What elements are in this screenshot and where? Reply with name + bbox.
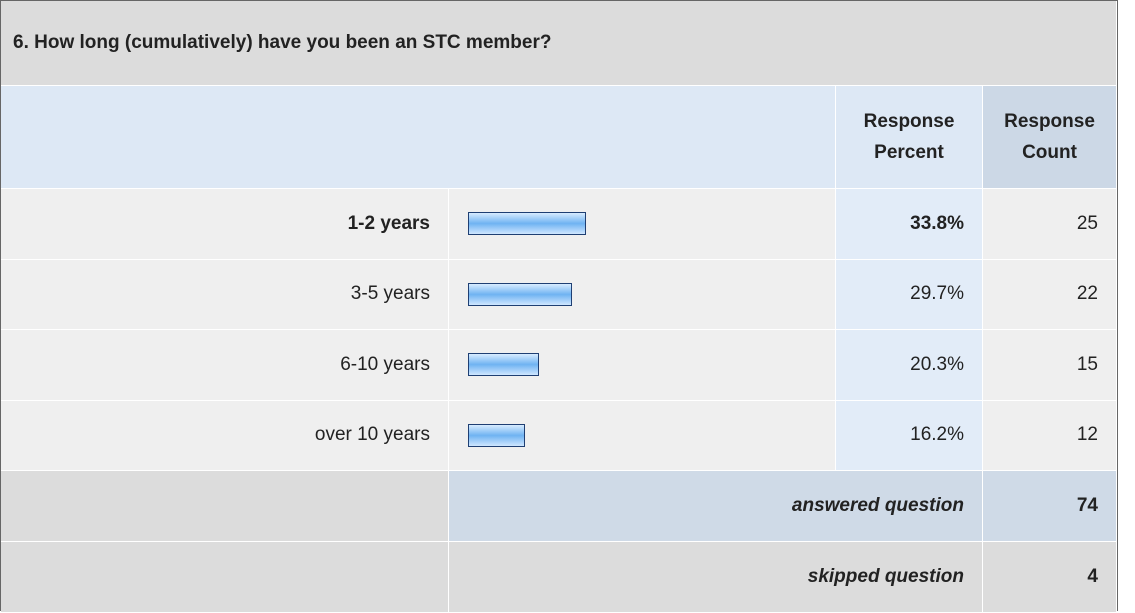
bar	[468, 423, 525, 447]
bar	[468, 282, 572, 306]
response-percent: 33.8%	[836, 189, 983, 260]
bar	[468, 353, 540, 377]
response-percent: 29.7%	[836, 259, 983, 330]
response-count: 25	[983, 189, 1117, 260]
response-count: 22	[983, 259, 1117, 330]
response-count: 15	[983, 330, 1117, 401]
response-percent: 16.2%	[836, 400, 983, 471]
response-count: 12	[983, 400, 1117, 471]
footer-label: skipped question	[449, 542, 983, 613]
footer-blank	[1, 542, 449, 613]
bar	[468, 212, 587, 236]
response-percent: 20.3%	[836, 330, 983, 401]
row-label: over 10 years	[1, 400, 449, 471]
footer-blank	[1, 471, 449, 542]
footer-label: answered question	[449, 471, 983, 542]
footer-value: 74	[983, 471, 1117, 542]
header-count: Response Count	[983, 86, 1117, 189]
question-title: 6. How long (cumulatively) have you been…	[1, 1, 1117, 86]
footer-value: 4	[983, 542, 1117, 613]
header-blank	[1, 86, 836, 189]
row-label: 1-2 years	[1, 189, 449, 260]
row-label: 3-5 years	[1, 259, 449, 330]
row-label: 6-10 years	[1, 330, 449, 401]
header-percent: Response Percent	[836, 86, 983, 189]
